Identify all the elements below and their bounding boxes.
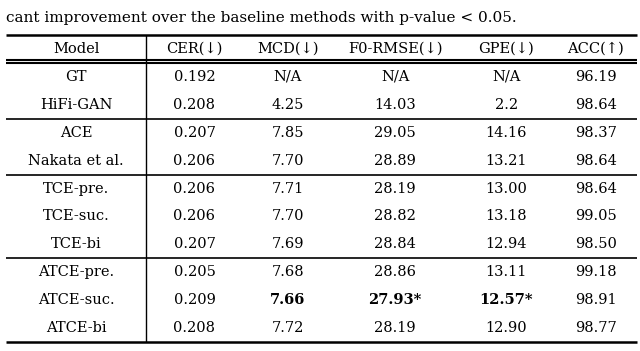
Text: 28.84: 28.84 <box>374 237 416 251</box>
Text: 0.206: 0.206 <box>173 154 216 168</box>
Text: 0.192: 0.192 <box>173 70 215 84</box>
Text: 13.21: 13.21 <box>485 154 527 168</box>
Text: 99.05: 99.05 <box>575 210 616 223</box>
Text: MCD(↓): MCD(↓) <box>257 42 318 56</box>
Text: ATCE-bi: ATCE-bi <box>46 321 106 335</box>
Text: 4.25: 4.25 <box>271 98 304 112</box>
Text: 13.18: 13.18 <box>485 210 527 223</box>
Text: ACC(↑): ACC(↑) <box>567 42 624 56</box>
Text: 7.69: 7.69 <box>271 237 304 251</box>
Text: 14.16: 14.16 <box>485 126 527 140</box>
Text: Nakata et al.: Nakata et al. <box>28 154 124 168</box>
Text: F0-RMSE(↓): F0-RMSE(↓) <box>348 42 442 56</box>
Text: 98.77: 98.77 <box>575 321 616 335</box>
Text: 99.18: 99.18 <box>575 265 616 279</box>
Text: TCE-bi: TCE-bi <box>51 237 102 251</box>
Text: ATCE-suc.: ATCE-suc. <box>38 293 115 307</box>
Text: 98.91: 98.91 <box>575 293 616 307</box>
Text: 98.37: 98.37 <box>575 126 616 140</box>
Text: 12.94: 12.94 <box>485 237 527 251</box>
Text: TCE-pre.: TCE-pre. <box>43 181 109 196</box>
Text: 7.70: 7.70 <box>271 154 304 168</box>
Text: 0.205: 0.205 <box>173 265 216 279</box>
Text: 0.208: 0.208 <box>173 321 216 335</box>
Text: cant improvement over the baseline methods with p-value < 0.05.: cant improvement over the baseline metho… <box>6 11 517 25</box>
Text: ATCE-pre.: ATCE-pre. <box>38 265 115 279</box>
Text: N/A: N/A <box>273 70 302 84</box>
Text: N/A: N/A <box>492 70 520 84</box>
Text: GPE(↓): GPE(↓) <box>478 42 534 56</box>
Text: 0.208: 0.208 <box>173 98 216 112</box>
Text: 98.64: 98.64 <box>575 98 616 112</box>
Text: 2.2: 2.2 <box>495 98 518 112</box>
Text: TCE-suc.: TCE-suc. <box>43 210 109 223</box>
Text: 28.89: 28.89 <box>374 154 416 168</box>
Text: 13.00: 13.00 <box>485 181 527 196</box>
Text: 28.86: 28.86 <box>374 265 416 279</box>
Text: 0.207: 0.207 <box>173 126 216 140</box>
Text: 0.206: 0.206 <box>173 181 216 196</box>
Text: HiFi-GAN: HiFi-GAN <box>40 98 113 112</box>
Text: 27.93*: 27.93* <box>369 293 422 307</box>
Text: 13.11: 13.11 <box>485 265 527 279</box>
Text: 7.71: 7.71 <box>271 181 304 196</box>
Text: N/A: N/A <box>381 70 409 84</box>
Text: Model: Model <box>53 42 99 56</box>
Text: 0.206: 0.206 <box>173 210 216 223</box>
Text: ACE: ACE <box>60 126 93 140</box>
Text: 96.19: 96.19 <box>575 70 616 84</box>
Text: 7.85: 7.85 <box>271 126 304 140</box>
Text: 98.64: 98.64 <box>575 181 616 196</box>
Text: 12.90: 12.90 <box>485 321 527 335</box>
Text: 0.209: 0.209 <box>173 293 216 307</box>
Text: 7.72: 7.72 <box>271 321 304 335</box>
Text: 98.50: 98.50 <box>575 237 616 251</box>
Text: 7.66: 7.66 <box>270 293 305 307</box>
Text: CER(↓): CER(↓) <box>166 42 223 56</box>
Text: 28.19: 28.19 <box>374 181 416 196</box>
Text: 98.64: 98.64 <box>575 154 616 168</box>
Text: 28.82: 28.82 <box>374 210 416 223</box>
Text: 29.05: 29.05 <box>374 126 416 140</box>
Text: 12.57*: 12.57* <box>479 293 533 307</box>
Text: 7.70: 7.70 <box>271 210 304 223</box>
Text: 28.19: 28.19 <box>374 321 416 335</box>
Text: GT: GT <box>65 70 87 84</box>
Text: 0.207: 0.207 <box>173 237 216 251</box>
Text: 7.68: 7.68 <box>271 265 304 279</box>
Text: 14.03: 14.03 <box>374 98 416 112</box>
